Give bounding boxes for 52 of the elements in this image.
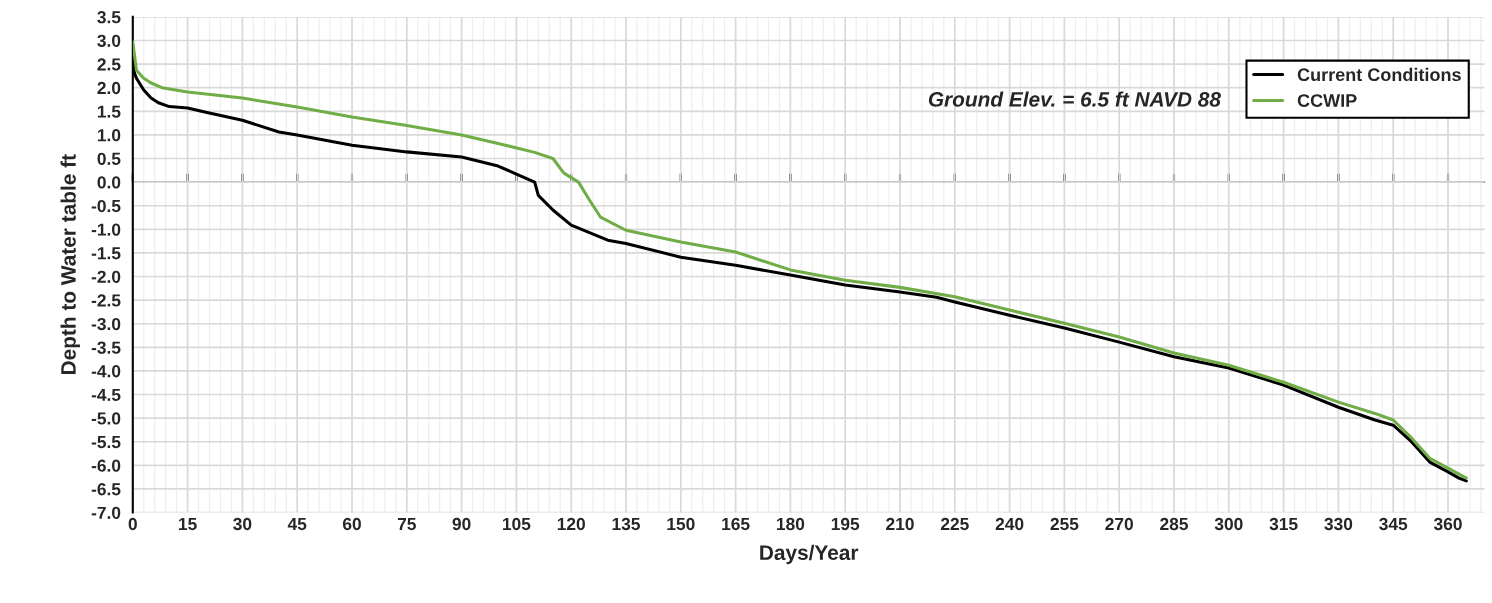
x-tick-label: 150 bbox=[667, 517, 695, 531]
x-tick-label: 165 bbox=[722, 517, 750, 531]
x-tick-label: 240 bbox=[995, 517, 1024, 531]
y-tick-label: -1.5 bbox=[91, 247, 121, 260]
annotation: Ground Elev. = 6.5 ft NAVD 88 bbox=[928, 91, 1221, 107]
x-tick-label: 345 bbox=[1379, 517, 1408, 531]
legend-label: Current Conditions bbox=[1297, 67, 1461, 82]
y-tick-label: -6.0 bbox=[91, 459, 121, 472]
y-tick-label: -0.5 bbox=[91, 199, 121, 213]
y-tick-label: -6.5 bbox=[91, 483, 121, 496]
x-tick-label: 180 bbox=[777, 517, 805, 531]
y-tick-label: 2.5 bbox=[97, 58, 121, 71]
legend-label: CCWIP bbox=[1297, 94, 1357, 107]
y-tick-label: -5.5 bbox=[91, 436, 121, 449]
x-tick-label: 210 bbox=[886, 517, 914, 531]
x-tick-label: 135 bbox=[612, 517, 640, 531]
x-tick-label: 0 bbox=[128, 517, 137, 531]
y-tick-label: -4.5 bbox=[91, 388, 121, 401]
y-tick-label: 3.0 bbox=[97, 34, 121, 47]
y-tick-label: 2.0 bbox=[97, 81, 121, 95]
x-tick-label: 300 bbox=[1214, 517, 1243, 531]
x-tick-label: 285 bbox=[1160, 517, 1188, 531]
x-axis-title: Days/Year bbox=[760, 544, 859, 565]
x-tick-label: 105 bbox=[503, 517, 531, 531]
x-tick-label: 360 bbox=[1433, 517, 1462, 531]
y-tick-label: 3.5 bbox=[97, 11, 121, 24]
y-tick-label: 0.5 bbox=[97, 152, 121, 165]
y-tick-label: -5.0 bbox=[91, 412, 121, 425]
y-tick-label: -2.0 bbox=[91, 270, 121, 283]
y-tick-label: -2.5 bbox=[91, 294, 121, 307]
y-tick-label: -3.5 bbox=[91, 341, 121, 354]
y-tick-label: -1.0 bbox=[91, 223, 121, 236]
x-tick-label: 45 bbox=[287, 518, 307, 531]
x-tick-label: 60 bbox=[342, 517, 361, 531]
x-tick-label: 195 bbox=[831, 517, 860, 531]
x-tick-label: 315 bbox=[1269, 517, 1298, 531]
x-tick-label: 255 bbox=[1050, 517, 1079, 531]
x-tick-label: 120 bbox=[557, 517, 585, 531]
x-tick-label: 30 bbox=[233, 517, 252, 531]
y-tick-label: -3.0 bbox=[91, 317, 121, 331]
x-tick-label: 75 bbox=[397, 518, 416, 531]
y-tick-label: -4.0 bbox=[91, 365, 121, 378]
x-tick-label: 15 bbox=[179, 518, 197, 531]
y-tick-label: 0.0 bbox=[97, 176, 121, 189]
y-axis-title: Depth to Water table ft bbox=[60, 154, 80, 375]
y-tick-label: -7.0 bbox=[91, 506, 121, 520]
y-tick-label: 1.0 bbox=[97, 129, 121, 142]
x-tick-label: 330 bbox=[1324, 517, 1353, 531]
x-tick-label: 270 bbox=[1105, 517, 1133, 531]
y-tick-label: 1.5 bbox=[97, 105, 121, 118]
x-tick-label: 225 bbox=[940, 517, 969, 531]
x-tick-label: 90 bbox=[452, 517, 471, 531]
